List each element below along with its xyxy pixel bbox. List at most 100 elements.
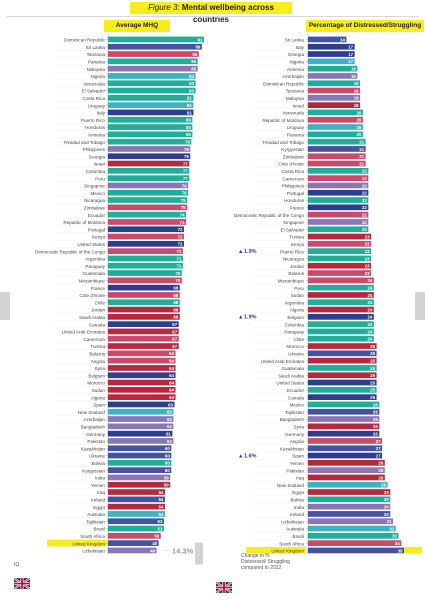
bar [308, 124, 363, 130]
category-label: Canada [288, 395, 305, 400]
data-label: 60 [165, 446, 170, 451]
bar [308, 533, 399, 539]
data-label: 20 [356, 118, 361, 123]
data-label: 26 [373, 402, 378, 407]
bar [108, 124, 193, 130]
category-label: Zimbabwe [84, 206, 106, 211]
bar [308, 452, 383, 459]
category-label: Uzbekistan [281, 519, 304, 524]
data-label: 23 [365, 242, 370, 247]
data-label: 54 [159, 512, 164, 517]
category-label: Syria [95, 366, 106, 371]
category-label: Costa Rica [282, 169, 305, 174]
category-label: Panama [287, 133, 305, 138]
bar [108, 496, 165, 503]
category-label: Tunisia [289, 235, 304, 240]
bar [108, 248, 183, 254]
data-label: 85 [191, 59, 196, 64]
category-label: Singapore [283, 220, 304, 225]
bar [308, 416, 380, 422]
category-label: Nicaragua [283, 257, 304, 262]
bar [308, 189, 369, 196]
bar [108, 401, 175, 408]
data-label: 63 [168, 402, 173, 407]
bar [308, 80, 361, 87]
bar [308, 518, 394, 525]
data-label: 23 [365, 234, 370, 239]
category-label: Brazil [94, 527, 106, 532]
change-annotation: 1.9% [244, 249, 257, 255]
data-label: 76 [182, 191, 187, 196]
data-label: 83 [189, 88, 194, 93]
bar [308, 146, 366, 152]
bar [108, 116, 193, 123]
data-label: 91 [198, 37, 203, 42]
data-label: 19 [354, 103, 359, 108]
bar [108, 306, 180, 313]
data-label: 74 [180, 213, 185, 218]
bar [108, 43, 202, 50]
data-label: 23 [365, 256, 370, 261]
bar [308, 350, 377, 357]
bar [308, 408, 380, 415]
category-label: Ukraine [288, 352, 304, 357]
bar [108, 262, 183, 269]
category-label: Cote d'Ivoire [278, 162, 304, 167]
bar [108, 387, 176, 393]
bar [108, 467, 172, 473]
bar [308, 401, 380, 408]
bar [308, 51, 355, 57]
data-label: 80 [186, 118, 191, 123]
bar [308, 299, 374, 306]
data-label: 79 [185, 140, 190, 145]
category-label: Republic of Moldova [63, 220, 105, 225]
category-label: Belarus [89, 352, 105, 357]
category-label: Saudi Arabia [79, 315, 105, 320]
bar [308, 328, 374, 335]
highlight-bar-box [404, 547, 422, 554]
arrow-up-icon: ▲ [238, 315, 243, 321]
data-label: 53 [158, 519, 163, 524]
bar [108, 540, 159, 546]
bar [108, 102, 194, 108]
data-label: 78 [184, 154, 189, 159]
category-label: Italy [296, 45, 305, 50]
data-label: 68 [173, 293, 178, 298]
data-label: 60 [165, 468, 170, 473]
category-label: Georgia [89, 154, 106, 159]
category-label: Portugal [88, 227, 105, 232]
data-label: 68 [173, 315, 178, 320]
category-label: Ireland [91, 498, 105, 503]
data-label: 30 [384, 512, 389, 517]
bar [308, 109, 363, 116]
category-label: Kyrgyzstan [281, 147, 304, 152]
bar [308, 116, 363, 123]
category-label: Angola [290, 439, 305, 444]
bar [108, 314, 180, 320]
data-label: 24 [367, 329, 372, 334]
category-label: France [290, 206, 305, 211]
data-label: 70 [175, 278, 180, 283]
category-label: Algeria [290, 308, 305, 313]
bar [108, 503, 165, 510]
data-label: 71 [177, 264, 182, 269]
data-label: 89 [195, 45, 200, 50]
data-label: 62 [167, 417, 172, 422]
bar [108, 109, 194, 116]
bar [108, 372, 176, 379]
data-label: 25 [370, 373, 375, 378]
category-label: United States [77, 242, 105, 247]
bar [308, 292, 374, 298]
bar [308, 73, 358, 79]
data-label: 20 [356, 125, 361, 130]
data-label: 76 [182, 183, 187, 188]
bar [108, 65, 198, 72]
category-label: Democratic Republic of the Congo [35, 249, 105, 254]
category-label: Georgia [288, 52, 305, 57]
category-label: Nigeria [90, 74, 105, 79]
category-label: Pakistan [286, 468, 304, 473]
bar [308, 43, 355, 50]
bar [308, 182, 369, 189]
category-label: United Kingdom [72, 541, 105, 546]
data-label: 77 [183, 161, 188, 166]
